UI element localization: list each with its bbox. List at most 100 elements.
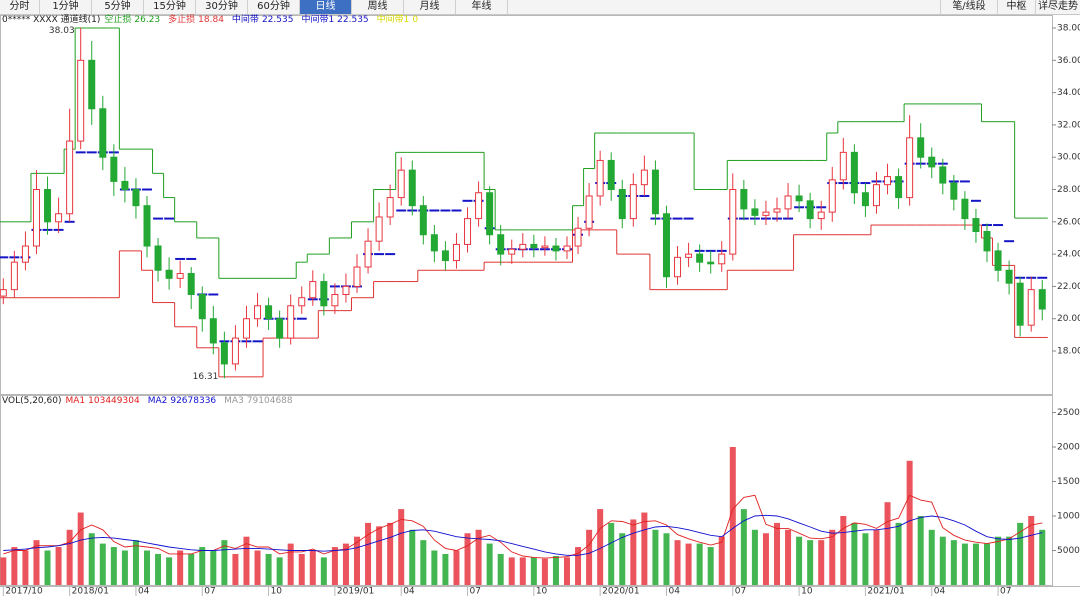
volume-bar: [22, 550, 29, 585]
candle-body: [475, 192, 483, 220]
candle-body: [209, 318, 217, 344]
volume-bar: [166, 557, 173, 585]
candle-body: [320, 281, 328, 307]
toolbar-tab[interactable]: 30分钟: [196, 0, 248, 14]
toolbar-tab[interactable]: 分时: [0, 0, 40, 14]
candle-body: [32, 189, 40, 247]
volume-bar: [110, 547, 117, 585]
candle-body: [762, 211, 770, 216]
x-tick-label: 10: [801, 587, 813, 596]
y-tick-label: 24.00: [1057, 250, 1080, 260]
volume-bar: [740, 509, 747, 585]
volume-bar: [99, 543, 106, 585]
toolbar-tab[interactable]: 日线: [300, 0, 352, 14]
volume-bar: [1039, 529, 1046, 585]
toolbar-tab[interactable]: 年线: [456, 0, 508, 14]
candle-body: [718, 253, 726, 265]
volume-bar: [320, 557, 327, 585]
volume-bar: [641, 512, 648, 585]
volume-bar: [210, 550, 217, 585]
volume-legend: VOL(5,20,60) MA1 103449304 MA2 92678336 MA3 79…: [2, 396, 301, 407]
volume-bar: [707, 547, 714, 585]
candle-body: [265, 305, 273, 320]
volume-bar: [597, 509, 604, 585]
x-tick-label: 04: [138, 587, 150, 596]
volume-bar: [917, 515, 924, 585]
candle-body: [784, 195, 792, 210]
x-tick-label: 04: [934, 587, 946, 596]
legend-name: 多止损: [168, 15, 196, 25]
candle-body: [1027, 289, 1035, 326]
volume-bar: [984, 543, 990, 585]
candle-body: [375, 216, 383, 242]
volume-bar: [88, 533, 95, 585]
candle-body: [452, 243, 460, 262]
toolbar-tab[interactable]: 详尽走势: [1035, 0, 1080, 14]
candle-body: [132, 189, 140, 207]
volume-bar: [785, 529, 792, 585]
candle-body: [430, 234, 438, 252]
volume-bar: [972, 543, 979, 585]
volume-bar: [331, 547, 338, 585]
x-tick-label: 10: [271, 587, 283, 596]
volume-bar: [132, 540, 139, 585]
volume-bar: [409, 529, 416, 585]
candle-body: [541, 245, 549, 249]
y-tick-label: 5000: [1057, 546, 1080, 556]
candle-body: [309, 281, 317, 299]
volume-bar: [729, 446, 736, 585]
candle-body: [618, 189, 626, 220]
legend-value: 26.23: [134, 15, 161, 25]
candle-body: [861, 192, 869, 207]
candle-body: [607, 159, 615, 191]
volume-bar: [177, 550, 184, 585]
volume-bar: [873, 529, 880, 585]
volume-bar: [309, 550, 316, 585]
candle-body: [0, 289, 7, 297]
volume-bar: [995, 536, 1002, 585]
toolbar-tab[interactable]: 15分钟: [144, 0, 196, 14]
toolbar-tab[interactable]: 1分钟: [40, 0, 92, 14]
candle-body: [729, 189, 737, 255]
toolbar: 分时 1分钟 5分钟 15分钟 30分钟 60分钟 日线 周线 月线 年线 笔/线段 中枢 详尽走势: [0, 0, 1080, 15]
candle-body: [928, 156, 936, 168]
legend-name: MA2: [147, 396, 168, 406]
candle-body: [1005, 269, 1013, 284]
candle-body: [773, 208, 781, 213]
candle-body: [165, 269, 173, 279]
candle-body: [66, 140, 74, 215]
candle-body: [795, 195, 803, 202]
volume-bar: [807, 540, 814, 585]
toolbar-tab[interactable]: 5分钟: [92, 0, 144, 14]
candle-body: [839, 151, 847, 181]
toolbar-tab[interactable]: 月线: [404, 0, 456, 14]
volume-bar: [685, 543, 692, 585]
legend-value: 103449304: [88, 396, 140, 406]
legend-name: MA3: [224, 396, 244, 406]
volume-bar: [298, 553, 305, 585]
candle-body: [44, 189, 52, 223]
candle-body: [99, 108, 107, 158]
toolbar-tab[interactable]: 周线: [352, 0, 404, 14]
volume-bar: [950, 540, 957, 585]
candle-body: [696, 253, 704, 263]
y-tick-label: 22.00: [1057, 282, 1080, 292]
candle-body: [10, 261, 18, 291]
volume-bar: [55, 547, 62, 585]
volume-bar: [884, 502, 891, 585]
candle-body: [917, 137, 925, 158]
volume-bar: [1017, 522, 1024, 585]
x-tick-label: 2019/01: [337, 587, 374, 596]
candle-body: [640, 169, 648, 186]
legend-value: 79104688: [246, 396, 293, 406]
candle-body: [563, 245, 571, 252]
volume-bar: [232, 553, 239, 585]
toolbar-tab[interactable]: 60分钟: [248, 0, 300, 14]
volume-bar: [541, 558, 548, 585]
y-tick-label: 18.00: [1057, 347, 1080, 357]
y-tick-label: 10000: [1057, 511, 1080, 521]
candle-body: [386, 197, 394, 218]
legend-name: 中间带1: [301, 15, 335, 25]
candle-body: [331, 293, 339, 307]
x-tick-label: 07: [735, 587, 746, 596]
